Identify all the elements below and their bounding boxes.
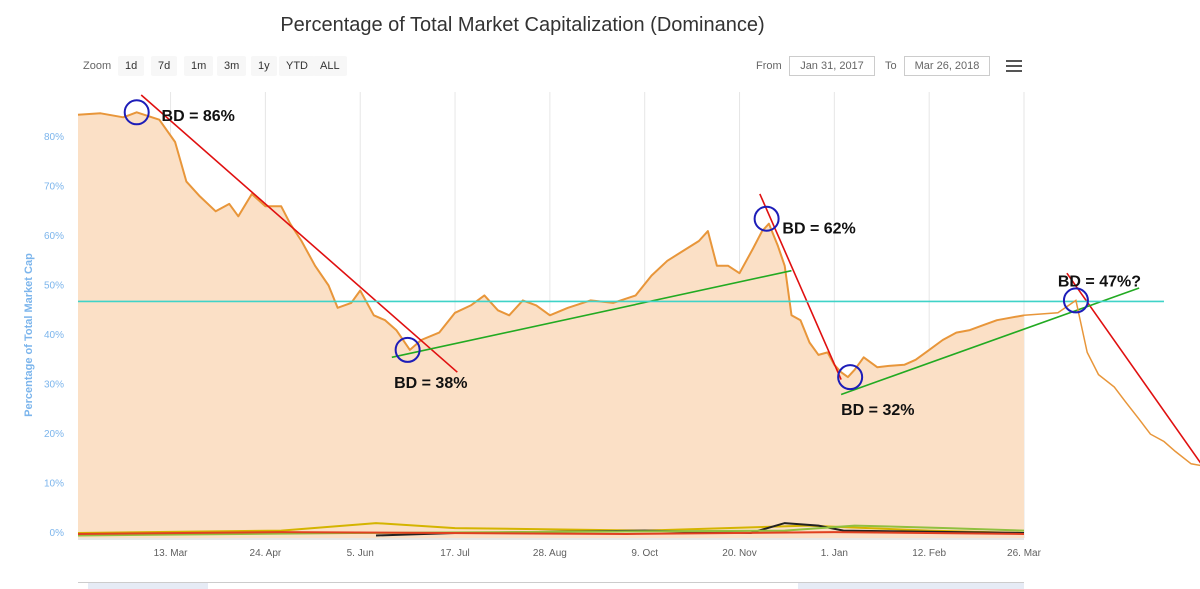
- minor-series-line: [77, 531, 1025, 536]
- hamburger-menu-icon[interactable]: [1006, 60, 1022, 74]
- annotation-circle: [753, 205, 780, 232]
- zoom-1y-button[interactable]: 1y: [251, 56, 277, 76]
- annotation-label: BD = 47%?: [1058, 274, 1141, 291]
- to-label: To: [885, 60, 897, 72]
- x-tick-label: 17. Jul: [440, 548, 469, 559]
- zoom-label: Zoom: [83, 60, 112, 72]
- y-tick-label: 60%: [44, 231, 64, 242]
- annotation-circle: [1062, 287, 1089, 314]
- y-tick-label: 80%: [44, 132, 64, 143]
- annotation-label: BD = 38%: [394, 375, 467, 392]
- annotation-label: BD = 86%: [162, 108, 235, 125]
- zoom-7d-button[interactable]: 7d: [151, 56, 178, 76]
- y-tick-label: 40%: [44, 330, 64, 341]
- annotation-trendline: [391, 269, 792, 359]
- chart-title: Percentage of Total Market Capitalizatio…: [280, 14, 765, 36]
- annotation-trendline: [759, 193, 842, 380]
- x-tick-label: 1. Jan: [821, 548, 848, 559]
- x-tick-label: 13. Mar: [154, 548, 189, 559]
- y-tick-label: 30%: [44, 380, 64, 391]
- navigator-left-handle[interactable]: [88, 583, 208, 589]
- zoom-1m-button[interactable]: 1m: [184, 56, 214, 76]
- y-tick-label: 0%: [50, 528, 65, 539]
- y-tick-label: 20%: [44, 429, 64, 440]
- x-tick-label: 26. Mar: [1007, 548, 1042, 559]
- annotation-label: BD = 32%: [841, 402, 914, 419]
- annotation-label: BD = 62%: [782, 221, 855, 238]
- x-tick-label: 12. Feb: [912, 548, 946, 559]
- x-tick-label: 9. Oct: [631, 548, 658, 559]
- x-tick-label: 5. Jun: [347, 548, 374, 559]
- projection-line: [1023, 299, 1200, 467]
- minor-series-line: [77, 522, 1025, 534]
- annotation-trendline: [840, 287, 1140, 396]
- zoom-1d-button[interactable]: 1d: [118, 56, 145, 76]
- to-date-input[interactable]: Mar 26, 2018: [904, 56, 990, 76]
- zoom-3m-button[interactable]: 3m: [217, 56, 247, 76]
- y-tick-label: 70%: [44, 182, 64, 193]
- minor-series-line: [77, 524, 1025, 537]
- annotation-circle: [123, 99, 150, 126]
- x-tick-label: 20. Nov: [722, 548, 756, 559]
- btc-dominance-area: [78, 112, 1024, 539]
- zoom-all-button[interactable]: ALL: [313, 56, 347, 76]
- annotation-circle: [394, 336, 421, 363]
- x-tick-label: 28. Aug: [533, 548, 567, 559]
- from-label: From: [756, 60, 782, 72]
- y-tick-label: 10%: [44, 479, 64, 490]
- y-axis-title: Percentage of Total Market Cap: [23, 253, 35, 417]
- navigator-right-handle[interactable]: [798, 583, 1024, 589]
- zoom-ytd-button[interactable]: YTD: [279, 56, 315, 76]
- from-date-input[interactable]: Jan 31, 2017: [789, 56, 875, 76]
- annotation-trendline: [140, 94, 458, 373]
- y-tick-label: 50%: [44, 281, 64, 292]
- x-tick-label: 24. Apr: [250, 548, 282, 559]
- annotation-circle: [837, 364, 864, 391]
- navigator-scrollbar[interactable]: [78, 582, 1024, 589]
